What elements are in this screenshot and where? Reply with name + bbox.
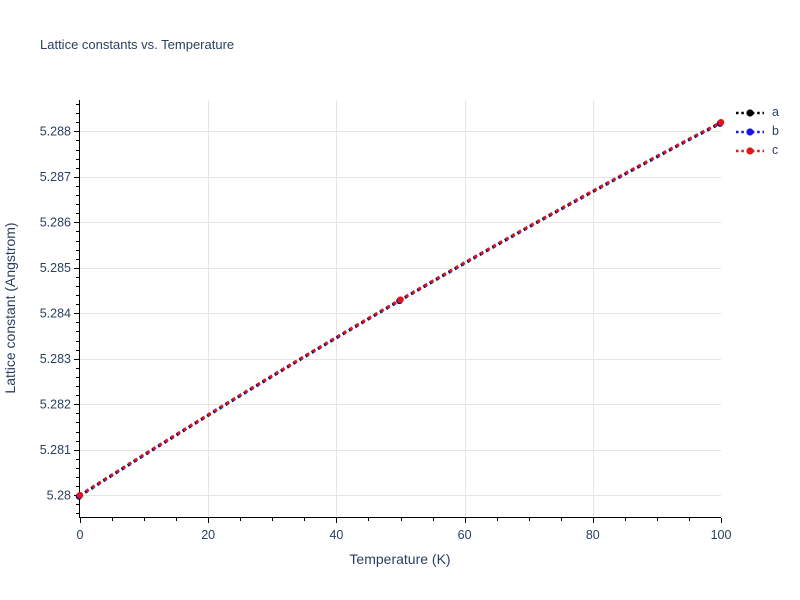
x-tick-label: 40: [329, 528, 343, 542]
legend-label: a: [772, 105, 779, 120]
y-tick-label: 5.282: [40, 397, 71, 411]
series-b-line: [78, 121, 722, 498]
y-axis-title: Lattice constant (Angstrom): [2, 222, 18, 394]
x-axis-title: Temperature (K): [349, 551, 451, 567]
x-tick-label: 60: [458, 528, 472, 542]
y-tick-label: 5.28: [47, 488, 71, 502]
legend-marker-icon: [746, 108, 754, 117]
legend-line-sample: [736, 127, 764, 136]
legend-item-c[interactable]: c: [735, 141, 779, 160]
legend-item-a[interactable]: a: [735, 103, 779, 122]
legend-item-b[interactable]: b: [735, 122, 779, 141]
legend-line-sample: [736, 146, 764, 155]
chart-title: Lattice constants vs. Temperature: [40, 37, 235, 52]
x-tick-label: 80: [586, 528, 600, 542]
legend-label: c: [772, 143, 779, 158]
legend-marker-icon: [746, 127, 754, 136]
x-tick-label: 100: [711, 528, 732, 542]
series-c-marker[interactable]: [76, 491, 84, 499]
series-c-marker[interactable]: [717, 118, 725, 126]
series-c-line: [79, 120, 722, 497]
y-tick-label: 5.281: [40, 443, 71, 457]
series-a-line: [78, 122, 721, 498]
y-tick-label: 5.286: [40, 216, 71, 230]
legend-label: b: [772, 124, 779, 139]
series-c-marker[interactable]: [397, 296, 404, 303]
y-tick-label: 5.288: [40, 125, 71, 139]
y-tick-label: 5.287: [40, 170, 71, 184]
legend-line-sample: [736, 108, 764, 117]
y-tick-label: 5.283: [40, 352, 71, 366]
y-tick-label: 5.285: [40, 261, 71, 275]
y-tick-label: 5.284: [40, 306, 71, 320]
x-tick-label: 20: [201, 528, 215, 542]
x-tick-label: 0: [77, 528, 84, 542]
legend-marker-icon: [746, 146, 754, 155]
